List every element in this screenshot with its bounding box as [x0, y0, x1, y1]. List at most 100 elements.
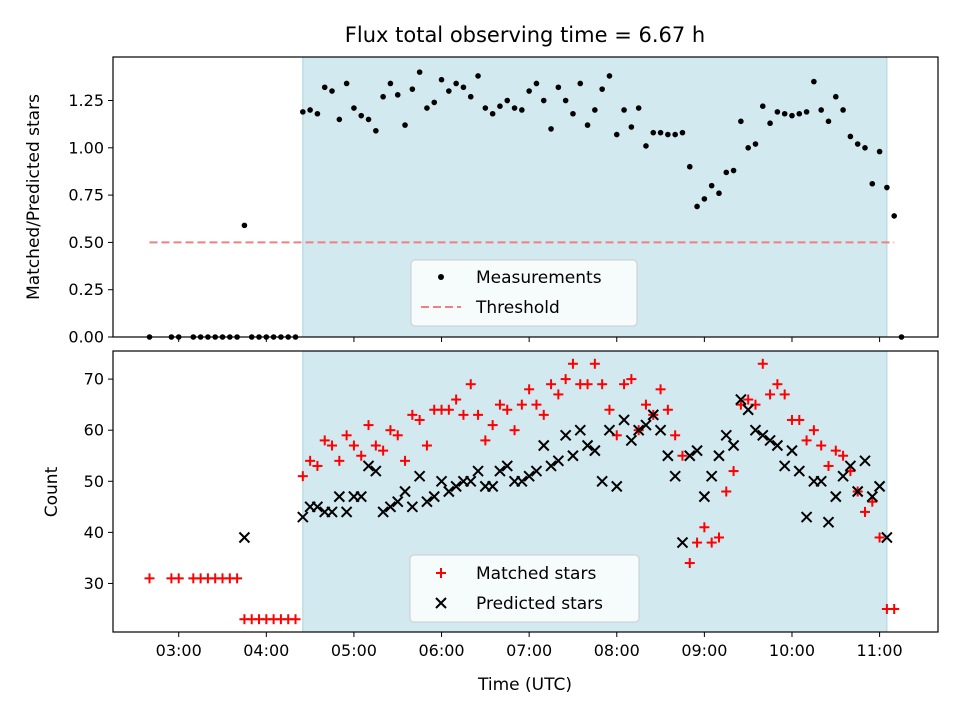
matched-star-point [305, 455, 316, 466]
predicted-x-b [574, 424, 586, 436]
bottom-y-axis: 30 40 50 60 70 [84, 370, 113, 593]
measurement-point [613, 131, 620, 138]
predicted-star-point [589, 444, 601, 457]
bottom-y-tick-label: 40 [84, 523, 104, 542]
predicted-star-point [837, 470, 849, 482]
measurement-point [460, 84, 467, 91]
top-y-tick-label: 1.00 [68, 138, 104, 157]
measurement-point [504, 97, 511, 104]
predicted-x-b [516, 475, 528, 487]
legend-predicted-marker [435, 597, 447, 609]
x-tick-label: 10:00 [769, 641, 815, 660]
predicted-x-b [830, 490, 842, 503]
predicted-star-point [567, 450, 579, 462]
matched-star-point [341, 430, 352, 441]
measurement-point [811, 78, 817, 85]
matched-star-point [348, 440, 359, 451]
predicted-star-point [749, 424, 762, 436]
predicted-x-b [450, 480, 462, 493]
predicted-star-point [530, 465, 543, 477]
predicted-x-b [822, 516, 835, 528]
predicted-star-point [559, 429, 572, 442]
matched-star-point [407, 409, 418, 420]
measurement-point [453, 80, 459, 87]
matched-star-point [378, 445, 389, 456]
matched-star-point [334, 455, 345, 466]
measurement-point [884, 184, 890, 191]
measurement-point [694, 203, 700, 210]
predicted-x-b [333, 490, 346, 503]
measurement-point [825, 118, 832, 125]
matched-star-point [589, 358, 600, 369]
matched-star-point [757, 358, 768, 369]
predicted-star-point [311, 501, 324, 513]
measurement-point [387, 80, 394, 87]
predicted-star-point [727, 439, 740, 452]
matched-star-point [713, 532, 724, 543]
measurement-point [796, 110, 803, 117]
measurement-point [307, 107, 313, 113]
matched-star-point [874, 532, 885, 543]
matched-star-point [385, 425, 396, 436]
predicted-star-point [501, 460, 513, 472]
predicted-x-b [392, 496, 404, 508]
measurement-point [643, 143, 649, 149]
predicted-star-point [757, 429, 769, 442]
x-tick-label: 09:00 [681, 641, 727, 660]
x-tick-label: 08:00 [594, 641, 640, 660]
matched-star-point [370, 440, 381, 451]
measurement-point [394, 92, 401, 98]
legend-matched-marker [436, 568, 446, 578]
predicted-x-b [581, 439, 594, 452]
predicted-x-b [443, 485, 455, 498]
predicted-star-point [625, 434, 638, 447]
matched-star-point [232, 573, 243, 584]
matched-star-point [356, 450, 367, 461]
matched-star-point [144, 573, 155, 584]
measurement-points [146, 69, 905, 340]
predicted-star-point [684, 450, 696, 462]
measurement-point [489, 110, 496, 117]
predicted-star-point [421, 496, 433, 508]
matched-star-point [859, 506, 870, 517]
predicted-star-point [450, 480, 462, 493]
predicted-x-b [603, 424, 616, 436]
predicted-x-b [705, 470, 718, 482]
measurement-point [665, 131, 671, 138]
matched-star-point [801, 435, 812, 446]
predicted-star-point [443, 485, 455, 498]
predicted-x-b [362, 460, 375, 472]
measurement-point [621, 107, 627, 113]
measurement-point [540, 97, 547, 104]
predicted-x-b [486, 480, 499, 493]
matched-star-point [363, 420, 374, 431]
matched-star-point [173, 573, 184, 584]
measurement-point [555, 84, 562, 91]
matched-star-point [779, 389, 790, 400]
predicted-star-point [581, 439, 594, 452]
bottom-y-tick-label: 60 [84, 421, 104, 440]
predicted-star-point [800, 511, 813, 523]
predicted-star-point [647, 409, 659, 421]
measurement-point [767, 120, 773, 127]
measurement-point [869, 180, 876, 187]
measurement-point [300, 109, 306, 115]
matched-star-point [728, 466, 739, 477]
predicted-star-point [465, 475, 477, 487]
predicted-x-b [844, 460, 857, 472]
predicted-x-b [538, 439, 550, 452]
predicted-star-point [735, 393, 747, 406]
x-axis-label: Time (UTC) [477, 675, 572, 695]
matched-star-point [451, 394, 462, 405]
predicted-x-b [742, 404, 754, 416]
top-panel-frame [112, 56, 939, 338]
predicted-x-b [749, 424, 762, 436]
predicted-star-point [413, 470, 426, 482]
matched-star-point [794, 414, 805, 425]
matched-star-point [684, 558, 695, 569]
measurement-point [351, 105, 357, 111]
measurement-point [424, 105, 430, 111]
matched-star-point [465, 379, 476, 390]
predicted-star-point [435, 475, 448, 487]
predicted-x-b [873, 480, 886, 493]
